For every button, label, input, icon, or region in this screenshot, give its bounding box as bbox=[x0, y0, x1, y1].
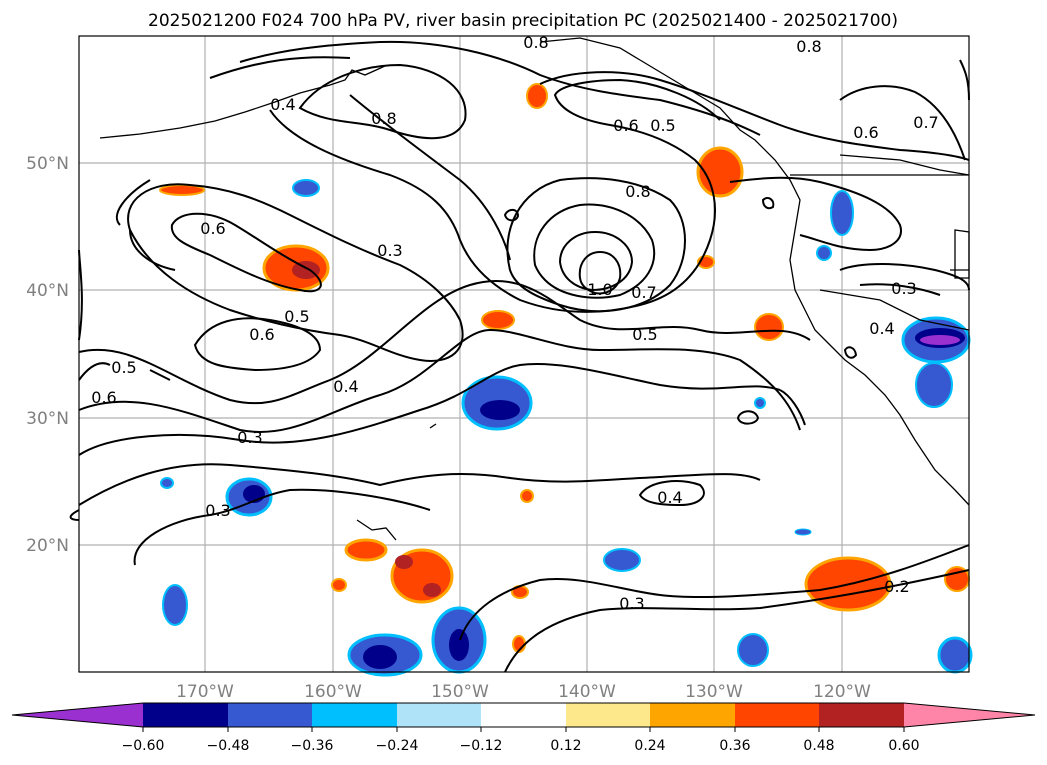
contour-label: 0.8 bbox=[371, 109, 396, 128]
colorbar-tick-label: 0.12 bbox=[550, 738, 581, 754]
contour-label: 1.0 bbox=[587, 280, 612, 299]
colorbar: −0.60 −0.48 −0.36 −0.24 −0.12 0.12 0.24 … bbox=[11, 702, 1036, 754]
contour-label: 0.5 bbox=[284, 307, 309, 326]
precip-negative-core bbox=[449, 629, 469, 661]
precip-positive-blob bbox=[696, 146, 744, 198]
lon-label-170w: 170°W bbox=[176, 682, 234, 702]
figure-title: 2025021200 F024 700 hPa PV, river basin … bbox=[148, 11, 898, 31]
precip-negative-blob bbox=[603, 548, 641, 572]
contour-labels: 0.8 0.8 0.4 0.8 0.6 0.5 0.6 0.7 0.6 0.3 … bbox=[91, 33, 938, 613]
precip-positive-blob bbox=[331, 578, 347, 592]
precip-negative-core bbox=[920, 335, 960, 345]
colorbar-tick-label: −0.36 bbox=[291, 738, 334, 754]
map-frame bbox=[78, 35, 970, 673]
colorbar-segment bbox=[566, 703, 650, 727]
contour-label: 0.4 bbox=[657, 488, 682, 507]
lat-label-20n: 20°N bbox=[26, 536, 69, 556]
precip-negative-blob bbox=[794, 528, 812, 536]
lon-label-160w: 160°W bbox=[304, 682, 362, 702]
precip-positive-core bbox=[423, 583, 441, 597]
precip-negative-core bbox=[480, 400, 520, 420]
contour-label: 0.5 bbox=[632, 325, 657, 344]
contour-label: 0.7 bbox=[913, 113, 938, 132]
contour-label: 0.6 bbox=[200, 219, 225, 238]
lon-label-150w: 150°W bbox=[431, 682, 489, 702]
contour-label: 0.5 bbox=[650, 116, 675, 135]
contour-label: 0.3 bbox=[377, 241, 402, 260]
lon-label-140w: 140°W bbox=[558, 682, 616, 702]
precip-negative-blob bbox=[160, 477, 174, 489]
pv-contours bbox=[69, 40, 970, 673]
colorbar-tick-label: −0.24 bbox=[376, 738, 419, 754]
precip-positive-blob bbox=[344, 538, 388, 562]
contour-label: 0.3 bbox=[205, 501, 230, 520]
contour-label: 0.2 bbox=[884, 577, 909, 596]
lon-label-130w: 130°W bbox=[685, 682, 743, 702]
contour-label: 0.6 bbox=[853, 123, 878, 142]
contour-label: 0.4 bbox=[270, 95, 295, 114]
contour-label: 0.3 bbox=[891, 279, 916, 298]
precip-positive-blob bbox=[526, 83, 548, 109]
colorbar-extend-max bbox=[904, 703, 1035, 727]
colorbar-segment bbox=[228, 703, 312, 727]
colorbar-tick-label: 0.60 bbox=[888, 738, 919, 754]
contour-label: 0.7 bbox=[631, 283, 656, 302]
lat-label-30n: 30°N bbox=[26, 409, 69, 429]
contour-label: 0.8 bbox=[796, 37, 821, 56]
contour-label: 0.8 bbox=[523, 33, 548, 52]
colorbar-tick-label: −0.12 bbox=[460, 738, 503, 754]
contour-label: 0.3 bbox=[619, 594, 644, 613]
colorbar-segment bbox=[819, 703, 904, 727]
precip-positive-blob bbox=[520, 489, 534, 503]
colorbar-extend-min bbox=[12, 703, 143, 727]
precip-negative-blob bbox=[754, 397, 766, 409]
colorbar-tick-label: −0.60 bbox=[122, 738, 165, 754]
precip-blobs bbox=[159, 83, 973, 677]
precip-negative-blob bbox=[737, 633, 769, 667]
coastlines bbox=[99, 37, 970, 541]
colorbar-segment bbox=[397, 703, 481, 727]
lon-label-120w: 120°W bbox=[813, 682, 871, 702]
colorbar-tick-label: −0.48 bbox=[207, 738, 250, 754]
lat-label-40n: 40°N bbox=[26, 281, 69, 301]
lat-label-50n: 50°N bbox=[26, 154, 69, 174]
contour-label: 0.5 bbox=[111, 358, 136, 377]
precip-negative-blob bbox=[915, 362, 953, 408]
precip-positive-blob bbox=[754, 313, 784, 341]
colorbar-tick-label: 0.48 bbox=[803, 738, 834, 754]
precip-negative-blob bbox=[292, 179, 320, 197]
contour-label: 0.8 bbox=[625, 182, 650, 201]
precip-negative-blob bbox=[816, 245, 832, 261]
contour-label: 0.6 bbox=[249, 325, 274, 344]
precip-negative-core bbox=[363, 645, 397, 669]
precip-positive-blob bbox=[481, 310, 515, 330]
colorbar-segment bbox=[312, 703, 397, 727]
map-plot-area: 0.8 0.8 0.4 0.8 0.6 0.5 0.6 0.7 0.6 0.3 … bbox=[69, 33, 973, 677]
precip-positive-core bbox=[292, 261, 320, 279]
contour-label: 0.4 bbox=[869, 319, 894, 338]
precip-negative-blob bbox=[162, 584, 188, 626]
precip-negative-blob bbox=[937, 636, 973, 674]
contour-label: 0.3 bbox=[237, 428, 262, 447]
colorbar-tick-label: 0.36 bbox=[719, 738, 750, 754]
contour-label: 0.4 bbox=[333, 377, 358, 396]
colorbar-tick-label: 0.24 bbox=[634, 738, 665, 754]
contour-label: 0.6 bbox=[613, 116, 638, 135]
precip-negative-blob bbox=[830, 190, 854, 236]
latitude-labels: 50°N 40°N 30°N 20°N bbox=[26, 154, 69, 556]
colorbar-segment bbox=[735, 703, 819, 727]
precip-positive-core bbox=[395, 555, 413, 569]
longitude-labels: 170°W 160°W 150°W 140°W 130°W 120°W bbox=[176, 682, 871, 702]
colorbar-segment bbox=[481, 703, 566, 727]
colorbar-segment bbox=[650, 703, 735, 727]
contour-label: 0.6 bbox=[91, 388, 116, 407]
colorbar-segment bbox=[143, 703, 228, 727]
